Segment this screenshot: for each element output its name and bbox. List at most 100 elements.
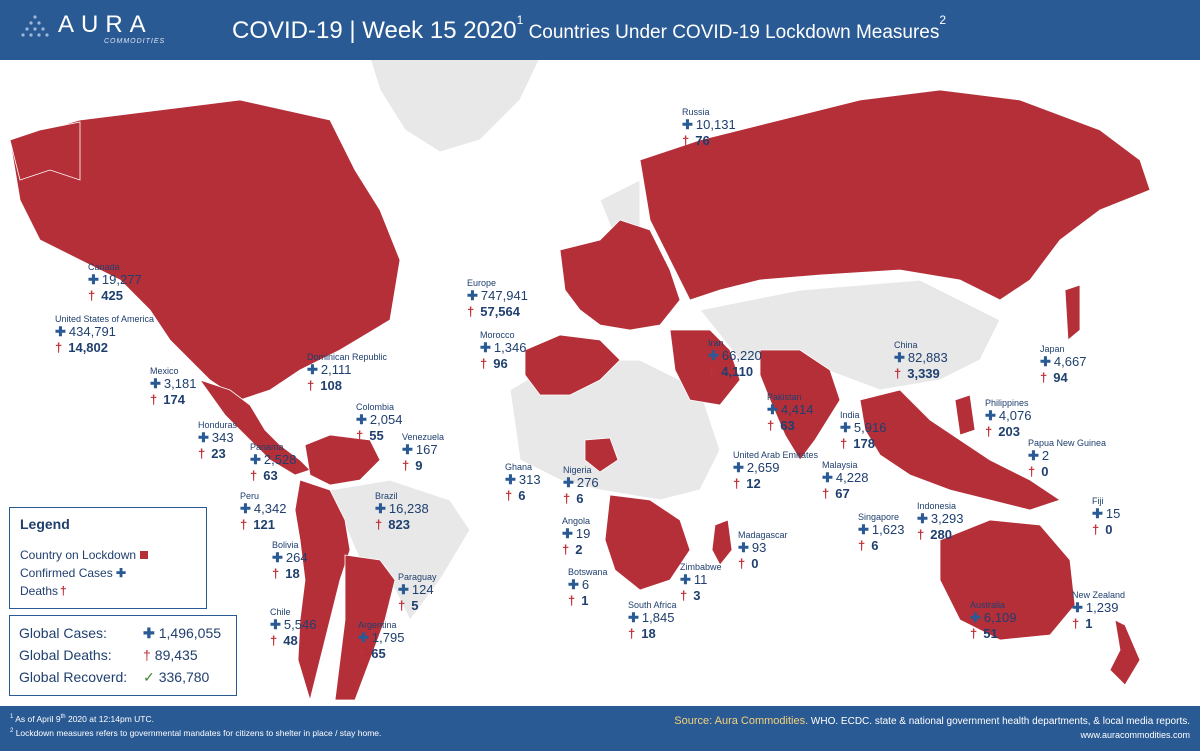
deaths-value: 4,110	[721, 364, 754, 379]
deaths-value: 9	[415, 458, 423, 473]
deaths-cross-icon: †	[250, 468, 258, 483]
country-label-indonesia: Indonesia ✚ 3,293 † 280	[917, 501, 963, 542]
cases-plus-icon: ✚	[568, 577, 579, 592]
deaths-value: 14,802	[68, 340, 108, 355]
cases-value: 6	[581, 577, 590, 592]
cases-value: 6,109	[983, 610, 1017, 625]
deaths-cross-icon: †	[358, 646, 366, 661]
deaths-cross-icon: †	[467, 304, 475, 319]
confirmed-cases: ✚ 16,238	[375, 501, 429, 517]
deaths-value: 23	[211, 446, 226, 461]
cases-value: 747,941	[480, 288, 528, 303]
cases-plus-icon: ✚	[917, 511, 928, 526]
deaths: † 12	[733, 476, 818, 491]
country-label-south-africa: South Africa ✚ 1,845 † 18	[628, 600, 677, 641]
cases-plus-icon: ✚	[480, 340, 491, 355]
confirmed-cases: ✚ 6,109	[970, 610, 1016, 626]
cases-value: 2,054	[369, 412, 403, 427]
cases-plus-icon: ✚	[358, 630, 369, 645]
deaths-cross-icon: †	[628, 626, 636, 641]
cases-plus-icon: ✚	[398, 582, 409, 597]
deaths: † 6	[858, 538, 904, 553]
cases-value: 66,220	[721, 348, 762, 363]
deaths: † 121	[240, 517, 286, 532]
confirmed-cases: ✚ 2,111	[307, 362, 387, 378]
deaths-value: 55	[369, 428, 384, 443]
cases-value: 5,916	[853, 420, 887, 435]
cases-value: 1,845	[641, 610, 675, 625]
country-name: Japan	[1040, 344, 1065, 354]
deaths-value: 823	[388, 517, 410, 532]
deaths-value: 425	[101, 288, 123, 303]
russia-lockdown	[639, 89, 1151, 301]
footnote-1: 1 As of April 9th 2020 at 12:14pm UTC.	[10, 714, 154, 724]
cases-plus-icon: ✚	[767, 402, 778, 417]
footnote-1-text-a: As of April 9	[13, 714, 61, 724]
legend-lockdown: Country on Lockdown	[20, 548, 149, 562]
confirmed-cases: ✚ 747,941	[467, 288, 528, 304]
confirmed-cases: ✚ 264	[272, 550, 308, 566]
country-label-united-states-of-america: United States of America ✚ 434,791 † 14,802	[55, 314, 154, 355]
country-name: United States of America	[55, 314, 155, 324]
cases-plus-icon: ✚	[1092, 506, 1103, 521]
cases-plus-icon: ✚	[680, 572, 691, 587]
cases-plus-icon: ✚	[733, 460, 744, 475]
cases-plus-icon: ✚	[198, 430, 209, 445]
deaths: † 65	[358, 646, 404, 661]
deaths: † 280	[917, 527, 963, 542]
cases-value: 4,342	[253, 501, 287, 516]
country-label-india: India ✚ 5,916 † 178	[840, 410, 886, 451]
australia-lockdown	[939, 519, 1076, 641]
deaths: † 3,339	[894, 366, 948, 381]
website-link[interactable]: www.auracommodities.com	[1080, 730, 1190, 740]
deaths-cross-icon: †	[1092, 522, 1100, 537]
deaths-value: 94	[1053, 370, 1068, 385]
deaths-cross-icon: †	[822, 486, 830, 501]
global-deaths-row: Global Deaths: † 89,435	[19, 647, 198, 663]
deaths-cross-icon: †	[1028, 464, 1036, 479]
logo-subtitle: COMMODITIES	[104, 38, 166, 45]
deaths: † 18	[272, 566, 308, 581]
cases-value: 124	[411, 582, 434, 597]
country-label-morocco: Morocco ✚ 1,346 † 96	[480, 330, 526, 371]
cases-plus-icon: ✚	[985, 408, 996, 423]
europe-lockdown	[559, 219, 681, 331]
global-recovered-value: 336,780	[158, 669, 210, 685]
greenland-land	[370, 60, 540, 153]
cases-value: 4,667	[1053, 354, 1087, 369]
cases-plus-icon: ✚	[240, 501, 251, 516]
confirmed-cases: ✚ 66,220	[708, 348, 762, 364]
deaths-value: 6	[576, 491, 584, 506]
deaths-cross-icon: †	[55, 340, 63, 355]
legend-cases: Confirmed Cases ✚	[20, 566, 129, 580]
country-label-venezuela: Venezuela ✚ 167 † 9	[402, 432, 444, 473]
country-name: Peru	[240, 491, 260, 501]
country-label-honduras: Honduras ✚ 343 † 23	[198, 420, 237, 461]
source-line: Source: Aura Commodities. WHO. ECDC. sta…	[674, 715, 1190, 727]
madagascar-lockdown	[711, 519, 733, 566]
country-label-paraguay: Paraguay ✚ 124 † 5	[398, 572, 437, 613]
deaths: † 6	[505, 488, 541, 503]
country-name: Pakistan	[767, 392, 802, 402]
country-label-europe: Europe ✚ 747,941 † 57,564	[467, 278, 528, 319]
cases-value: 4,414	[780, 402, 814, 417]
deaths-cross-icon: †	[733, 476, 741, 491]
deaths-value: 18	[285, 566, 300, 581]
deaths: † 6	[563, 491, 599, 506]
country-name: Morocco	[480, 330, 515, 340]
country-name: Iran	[708, 338, 724, 348]
country-label-argentina: Argentina ✚ 1,795 † 65	[358, 620, 404, 661]
cases-value: 2,528	[263, 452, 297, 467]
confirmed-cases: ✚ 4,228	[822, 470, 868, 486]
deaths-value: 6	[871, 538, 879, 553]
deaths-cross-icon: †	[738, 556, 746, 571]
country-name: Panama	[250, 442, 284, 452]
country-name: Chile	[270, 607, 291, 617]
confirmed-cases: ✚ 2	[1028, 448, 1106, 464]
confirmed-cases: ✚ 82,883	[894, 350, 948, 366]
southeast-asia-lockdown	[859, 389, 1061, 511]
country-label-malaysia: Malaysia ✚ 4,228 † 67	[822, 460, 868, 501]
deaths: † 174	[150, 392, 196, 407]
title-footnote-1: 1	[516, 13, 524, 27]
title-footnote-2: 2	[939, 13, 947, 27]
